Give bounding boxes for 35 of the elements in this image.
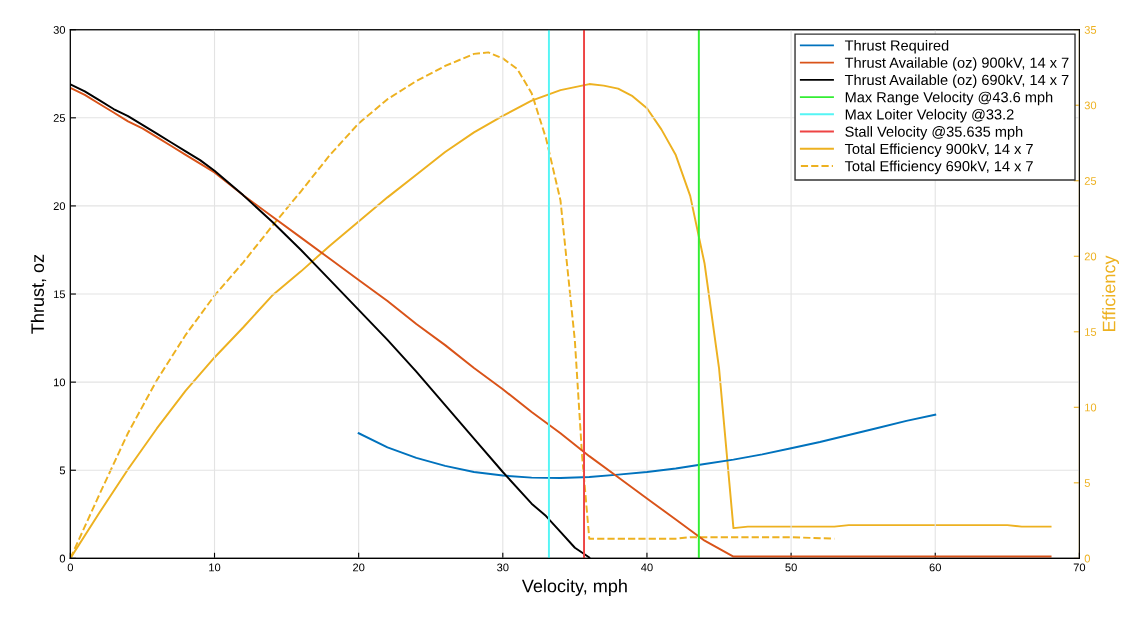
legend-label: Thrust Available (oz) 900kV, 14 x 7 (844, 57, 1069, 71)
x-tick-label: 40 (641, 563, 653, 572)
y2-tick-label: 25 (1084, 177, 1097, 185)
y-tick-label: 15 (54, 290, 66, 299)
y2-tick-label: 20 (1084, 252, 1097, 261)
x-tick-label: 30 (497, 563, 509, 572)
legend-label: Max Loiter Velocity @33.2 (845, 108, 1014, 123)
y2-tick-label: 5 (1084, 479, 1090, 487)
legend-label: Total Efficiency 900kV, 14 x 7 (844, 143, 1033, 157)
y-tick-label: 0 (59, 554, 66, 563)
legend-label: Thrust Available (oz) 690kV, 14 x 7 (844, 74, 1069, 88)
y2-tick-label: 15 (1085, 328, 1097, 336)
x-tick-label: 10 (209, 563, 221, 572)
y-tick-label: 30 (53, 25, 66, 34)
legend-label: Total Efficiency 690kV, 14 x 7 (844, 160, 1033, 175)
y-axis-title: Thrust, oz (30, 254, 47, 334)
x-tick-label: 0 (67, 563, 74, 572)
y2-tick-label: 0 (1084, 554, 1090, 563)
y-tick-label: 25 (53, 114, 66, 122)
x-axis-title: Velocity, mph (521, 579, 627, 596)
x-tick-label: 60 (929, 563, 941, 572)
x-tick-label: 50 (785, 563, 797, 572)
y-tick-label: 10 (54, 378, 66, 387)
x-tick-label: 70 (1073, 563, 1086, 572)
legend-label: Stall Velocity @35.635 mph (845, 126, 1023, 140)
y2-tick-label: 10 (1085, 403, 1097, 412)
y2-tick-label: 35 (1084, 25, 1097, 34)
legend-label: Max Range Velocity @43.6 mph (845, 91, 1053, 106)
y2-axis-title: Efficiency (1102, 255, 1119, 332)
x-tick-label: 20 (353, 563, 365, 572)
y2-tick-label: 30 (1084, 101, 1097, 110)
y-tick-label: 5 (59, 466, 66, 475)
line-series (357, 413, 937, 479)
y-tick-label: 20 (53, 202, 66, 211)
legend-label: Thrust Required (844, 39, 949, 54)
